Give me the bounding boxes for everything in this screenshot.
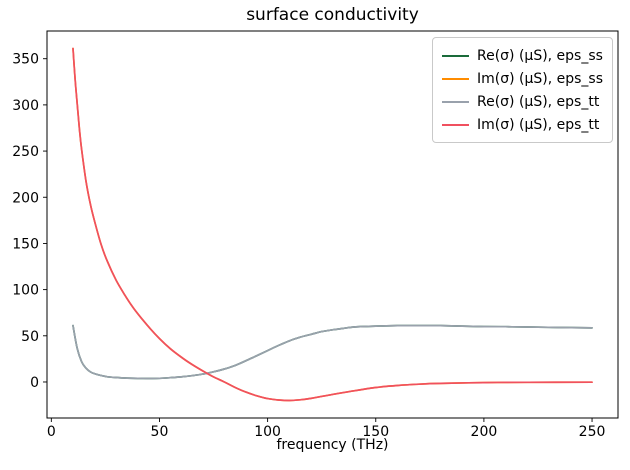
y-tick-label: 350 [12, 52, 39, 68]
legend-swatch-2 [441, 100, 469, 103]
x-tick-label: 50 [151, 424, 169, 440]
legend-swatch-1 [441, 77, 469, 80]
legend-item-1: Im(σ) (μS), eps_ss [441, 67, 603, 90]
series-line-2 [72, 324, 593, 380]
y-tick-label: 0 [30, 375, 39, 391]
y-tick-label: 50 [21, 329, 39, 345]
legend-label-2: Re(σ) (μS), eps_tt [476, 93, 600, 110]
x-tick-label: 100 [254, 424, 281, 440]
x-tick-label: 250 [579, 424, 606, 440]
axes-frame [46, 30, 619, 419]
x-tick-label: 200 [471, 424, 498, 440]
legend: Re(σ) (μS), eps_ss Im(σ) (μS), eps_ss Re(σ… [431, 37, 613, 143]
x-tick-label: 150 [362, 424, 389, 440]
legend-swatch-3 [441, 123, 469, 126]
y-tick-label: 200 [12, 190, 39, 206]
y-tick-label: 100 [12, 283, 39, 299]
series-line-0 [72, 324, 593, 380]
legend-label-3: Im(σ) (μS), eps_tt [476, 116, 600, 133]
y-tick-label: 150 [12, 236, 39, 252]
legend-label-1: Im(σ) (μS), eps_ss [476, 70, 603, 87]
x-axis-label: frequency (THz) [276, 437, 389, 453]
x-tick-label: 0 [47, 424, 56, 440]
legend-swatch-0 [441, 54, 469, 57]
y-tick-label: 250 [12, 144, 39, 160]
y-tick-label: 300 [12, 98, 39, 114]
chart-title: surface conductivity [246, 5, 419, 25]
legend-label-0: Re(σ) (μS), eps_ss [476, 47, 603, 64]
series-line-3 [72, 47, 593, 402]
legend-item-2: Re(σ) (μS), eps_tt [441, 90, 603, 113]
legend-item-3: Im(σ) (μS), eps_tt [441, 113, 603, 136]
legend-item-0: Re(σ) (μS), eps_ss [441, 44, 603, 67]
